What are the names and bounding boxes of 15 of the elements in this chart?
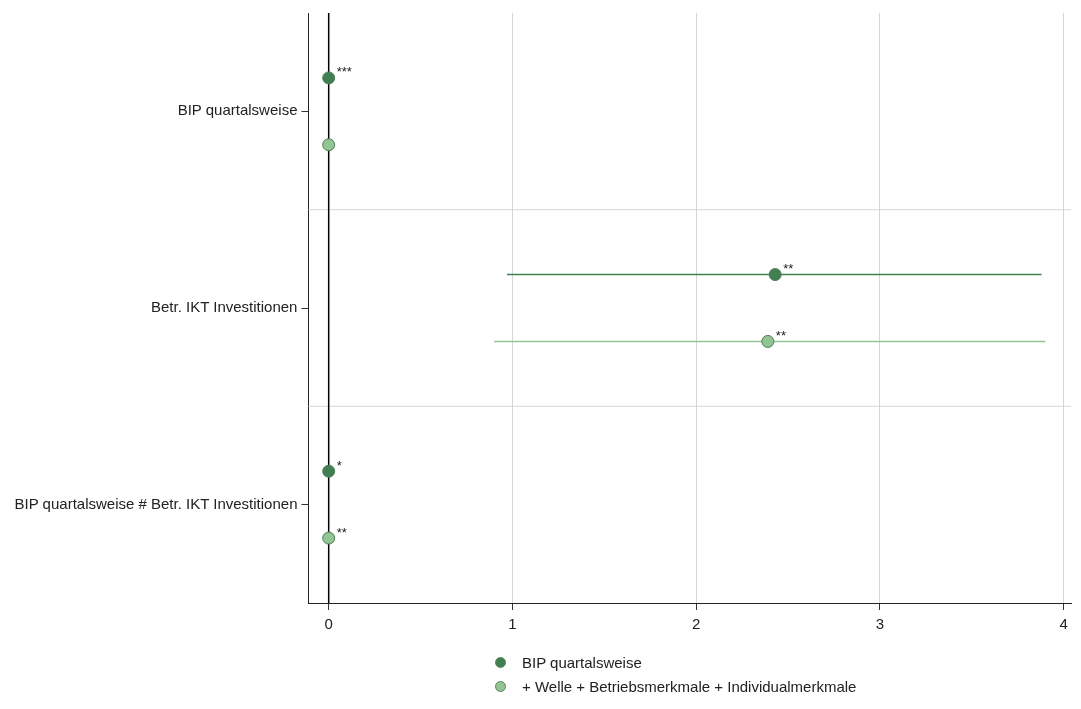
data-label: *** <box>336 64 352 80</box>
legend-label: + Welle + Betriebsmerkmale + Individualmerkmale <box>522 677 857 695</box>
data-label: ** <box>775 328 786 344</box>
data-label: ** <box>336 524 347 540</box>
data-label: * <box>336 457 342 473</box>
y-tick-label: Betr. IKT Investitionen <box>150 298 298 316</box>
x-tick-label: 0 <box>324 615 333 633</box>
x-tick-label: 1 <box>508 615 517 633</box>
y-tick-label: BIP quartalsweise <box>177 101 298 119</box>
x-tick-label: 4 <box>1059 615 1068 633</box>
x-tick-label: 3 <box>875 615 885 633</box>
y-tick-label: BIP quartalsweise # Betr. IKT Investitionen <box>14 494 298 512</box>
data-label: ** <box>783 261 794 277</box>
legend-label: BIP quartalsweise <box>522 653 642 671</box>
x-tick-label: 2 <box>692 615 701 633</box>
